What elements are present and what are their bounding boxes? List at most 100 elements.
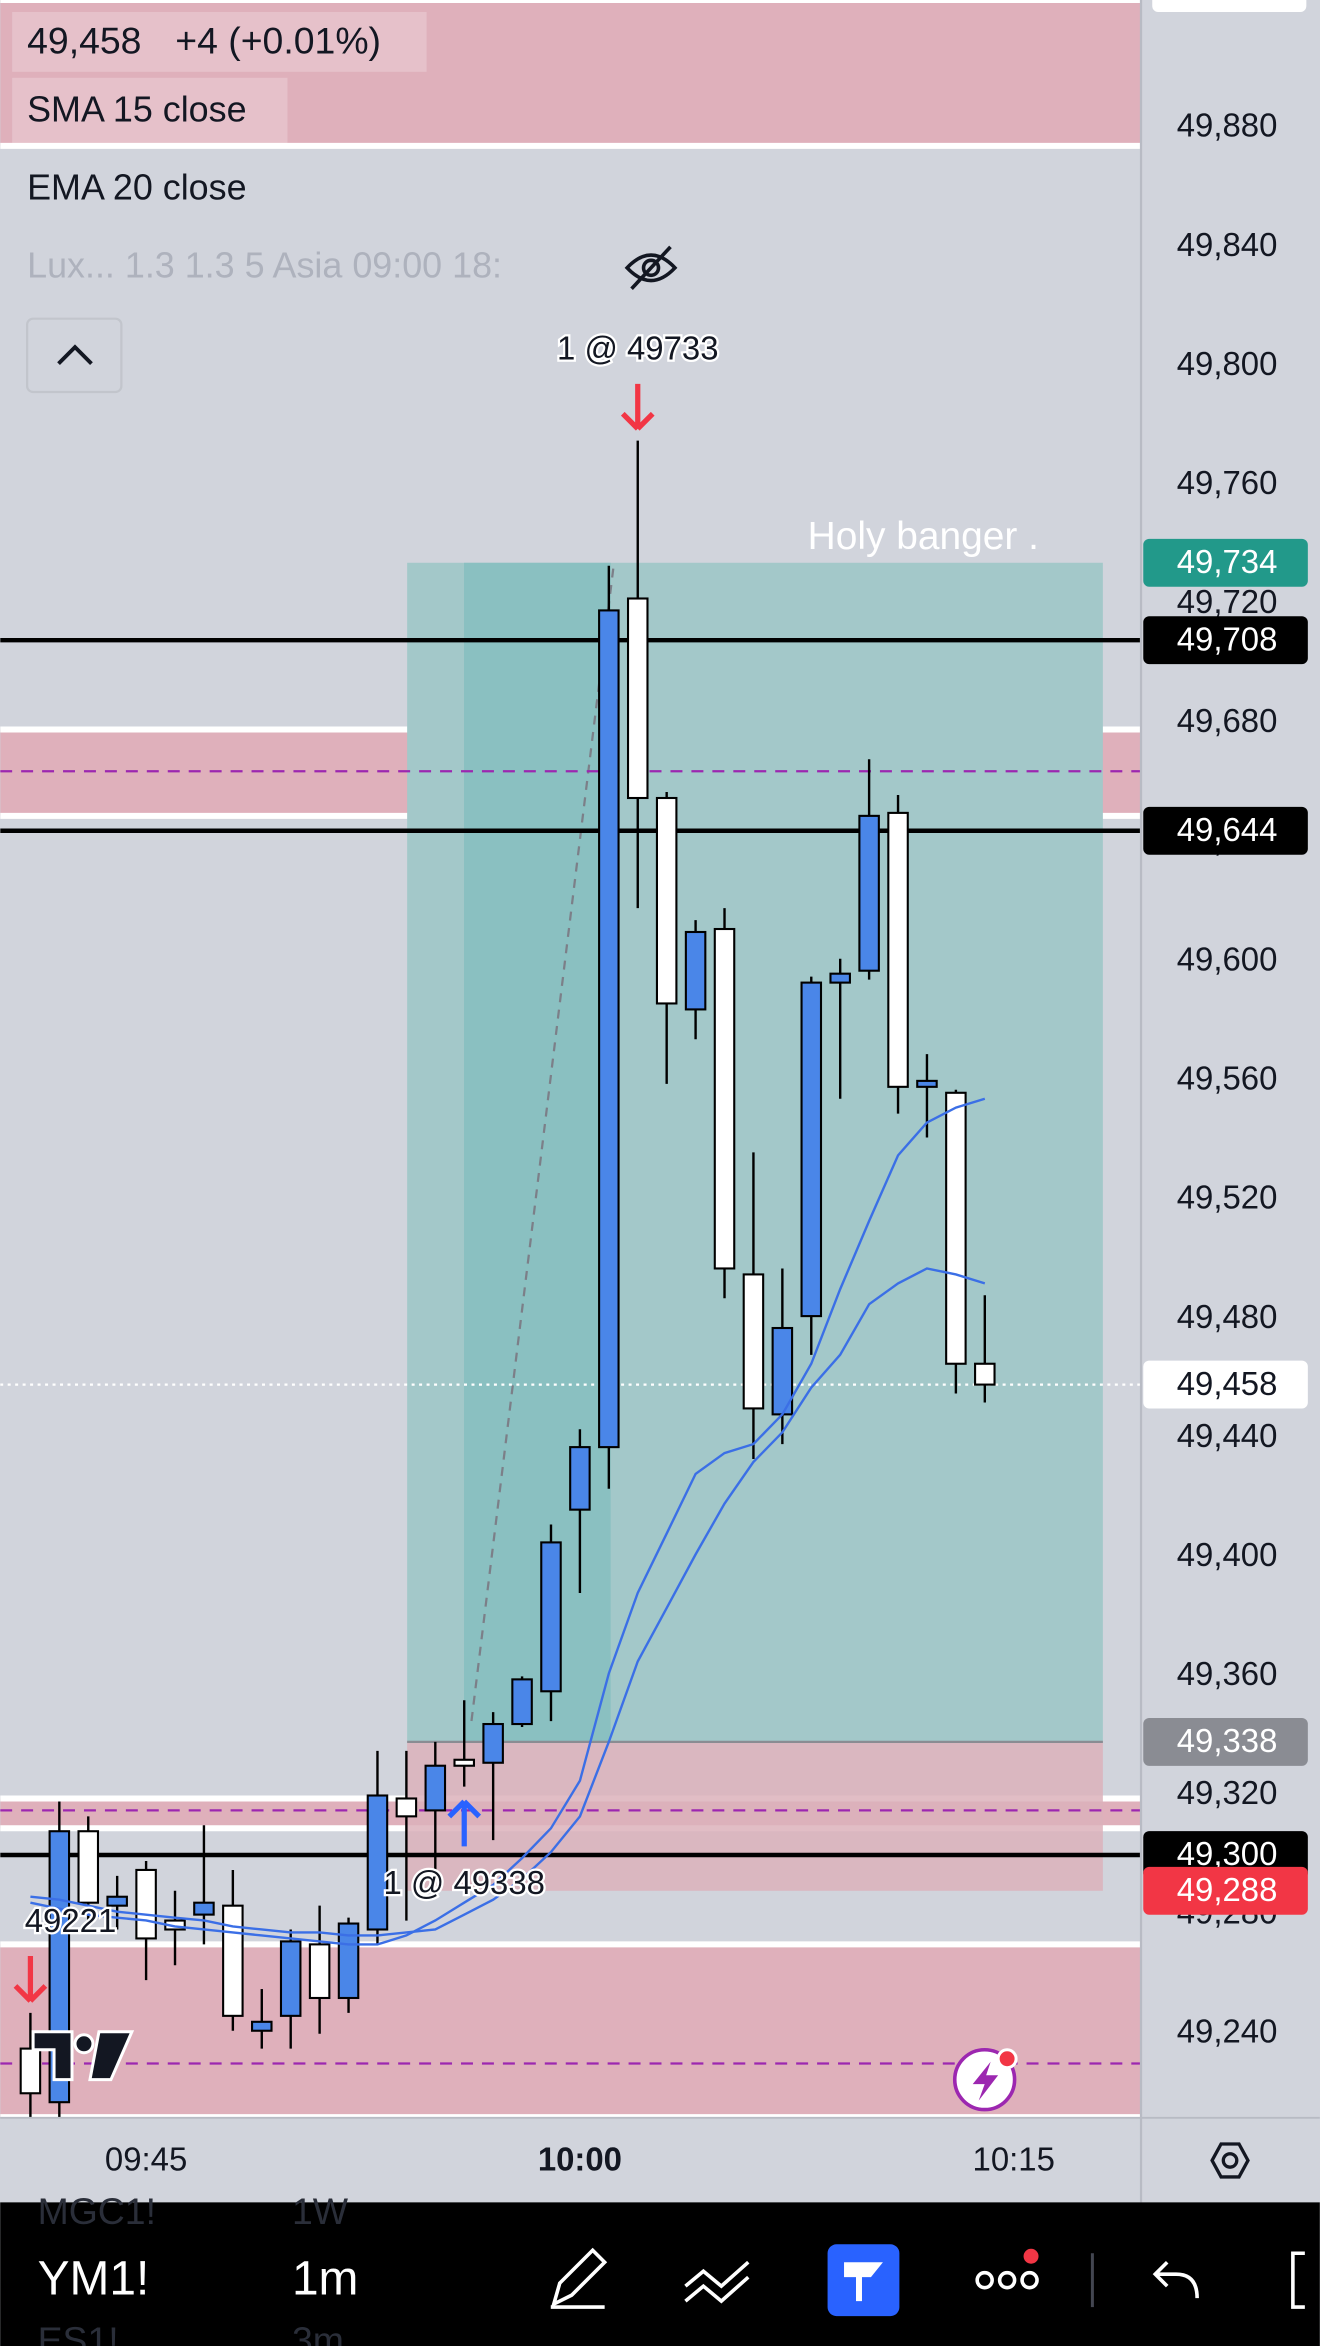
candle-body bbox=[945, 1091, 967, 1365]
trade-label: 49221 bbox=[25, 1902, 117, 1939]
interval-option[interactable]: 3m bbox=[292, 2319, 344, 2346]
x-tick-label: 09:45 bbox=[105, 2141, 187, 2178]
candle-body bbox=[337, 1922, 360, 2000]
x-tick-label: 10:15 bbox=[973, 2141, 1055, 2178]
candle-body bbox=[308, 1943, 331, 2000]
symbol-option[interactable]: ES1! bbox=[38, 2319, 119, 2346]
price-label-box bbox=[1143, 1866, 1308, 1915]
y-tick-label: 49,560 bbox=[1177, 1060, 1278, 1097]
buy-arrow bbox=[447, 1799, 482, 1847]
candle-body bbox=[887, 811, 909, 1088]
price-label-box bbox=[1143, 1717, 1308, 1766]
price-label: 49,458 bbox=[1177, 1365, 1278, 1402]
candle-body bbox=[395, 1797, 418, 1818]
y-tick-label: 49,440 bbox=[1177, 1417, 1278, 1454]
candle-body bbox=[713, 927, 736, 1270]
quote-change: +4 (+0.01%) bbox=[175, 19, 381, 61]
candle-body bbox=[77, 1830, 100, 1904]
legend-entry[interactable]: SMA 15 close bbox=[27, 90, 246, 130]
candle-body bbox=[829, 972, 851, 984]
candle-body bbox=[453, 1758, 475, 1767]
candle-body bbox=[222, 1904, 244, 2017]
candle-body bbox=[482, 1722, 504, 1764]
candle-body bbox=[106, 1895, 128, 1907]
price-label-box bbox=[1143, 538, 1308, 587]
y-tick-label: 49,840 bbox=[1177, 226, 1278, 263]
symbol-option[interactable]: MGC1! bbox=[38, 2190, 156, 2232]
plot-area: Holy banger . 49221 1 @ 49338 1 @ 49733 bbox=[0, 0, 1141, 2118]
position-tool[interactable] bbox=[827, 2244, 900, 2317]
price-label-box bbox=[1143, 806, 1308, 855]
indicator-line bbox=[30, 1267, 986, 1937]
trade-path bbox=[470, 565, 615, 1722]
fullscreen-button[interactable] bbox=[1291, 2251, 1305, 2309]
collapse-button[interactable] bbox=[25, 317, 123, 394]
quote: 49,458 bbox=[27, 19, 141, 61]
trade-label: 1 @ 49733 bbox=[557, 330, 718, 367]
loss-zone bbox=[407, 1741, 1103, 1891]
indicator-label[interactable]: Lux... 1.3 1.3 5 Asia 09:00 18: bbox=[27, 245, 502, 285]
candle-body bbox=[569, 1446, 591, 1511]
candle-body bbox=[742, 1273, 765, 1410]
price-label: 49,288 bbox=[1177, 1871, 1278, 1908]
sell-arrow bbox=[620, 383, 655, 431]
time-axis: 09:45 10:00 10:15 bbox=[0, 2116, 1320, 2179]
y-tick-label: 49,680 bbox=[1177, 702, 1278, 739]
candle-body bbox=[251, 2020, 273, 2032]
y-tick-label: 49,880 bbox=[1177, 107, 1278, 144]
candle-body bbox=[684, 930, 707, 1011]
candle-body bbox=[193, 1901, 215, 1916]
y-tick-label: 49,800 bbox=[1177, 345, 1278, 382]
settings-icon[interactable] bbox=[1210, 2142, 1250, 2179]
logo bbox=[31, 2030, 135, 2082]
interval[interactable]: 1m bbox=[292, 2252, 358, 2305]
price-label: 49,708 bbox=[1177, 620, 1278, 657]
price-label: 49,300 bbox=[1177, 1835, 1278, 1872]
trend-tool[interactable] bbox=[684, 2260, 750, 2304]
indicator-line bbox=[30, 1097, 986, 1946]
toolbar: MGC1! 1W YM1! 1m ES1! 3m bbox=[0, 2190, 1320, 2346]
price-label: 49,734 bbox=[1177, 543, 1278, 580]
quote-box bbox=[12, 11, 427, 72]
price-label: 49,338 bbox=[1177, 1722, 1278, 1759]
y-tick-label: 49,760 bbox=[1177, 464, 1278, 501]
candle-body bbox=[511, 1678, 533, 1726]
price-label-box bbox=[1143, 616, 1308, 665]
annotation: Holy banger . bbox=[808, 515, 1039, 558]
y-tick-label: 49,240 bbox=[1177, 2012, 1278, 2049]
symbol[interactable]: YM1! bbox=[38, 2252, 150, 2305]
profit-zone-active bbox=[464, 562, 611, 1742]
candle-body bbox=[540, 1541, 562, 1693]
more-button[interactable] bbox=[975, 2248, 1039, 2290]
legend-overlay: 49,458 +4 (+0.01%) SMA 15 close EMA 20 c… bbox=[12, 11, 1018, 2112]
legend-entry[interactable]: EMA 20 close bbox=[27, 167, 246, 207]
trade-label: 1 @ 49338 bbox=[383, 1864, 545, 1901]
price-axis-labels: 49,24049,28049,32049,36049,40049,44049,4… bbox=[1143, 107, 1308, 2049]
candle-body bbox=[135, 1868, 157, 1940]
undo-button[interactable] bbox=[1152, 2260, 1199, 2299]
candle-body bbox=[424, 1764, 447, 1812]
candle-body bbox=[916, 1079, 938, 1088]
zone bbox=[0, 1944, 1141, 2118]
candle-body bbox=[800, 981, 823, 1318]
y-tick-label: 49,320 bbox=[1177, 1774, 1278, 1811]
hide-icon[interactable] bbox=[624, 245, 678, 290]
y-tick-label: 49,360 bbox=[1177, 1655, 1278, 1692]
candle-body bbox=[626, 597, 649, 800]
y-tick-label: 49,480 bbox=[1177, 1298, 1278, 1335]
price-label-box bbox=[1143, 1360, 1308, 1409]
candle-body bbox=[655, 796, 678, 1005]
y-tick-label: 49,600 bbox=[1177, 940, 1278, 977]
indicator-box bbox=[12, 77, 288, 144]
x-tick-label: 10:00 bbox=[538, 2141, 622, 2178]
alert-icon[interactable] bbox=[952, 2047, 1018, 2112]
candle-body bbox=[858, 814, 880, 972]
interval-option[interactable]: 1W bbox=[292, 2190, 349, 2232]
candle-body bbox=[366, 1794, 389, 1931]
price-label: 49,644 bbox=[1177, 811, 1278, 848]
toolbar-bg bbox=[0, 2202, 1320, 2346]
candle-body bbox=[974, 1362, 996, 1386]
draw-tool[interactable] bbox=[550, 2247, 608, 2309]
sell-arrow bbox=[13, 1956, 48, 2003]
